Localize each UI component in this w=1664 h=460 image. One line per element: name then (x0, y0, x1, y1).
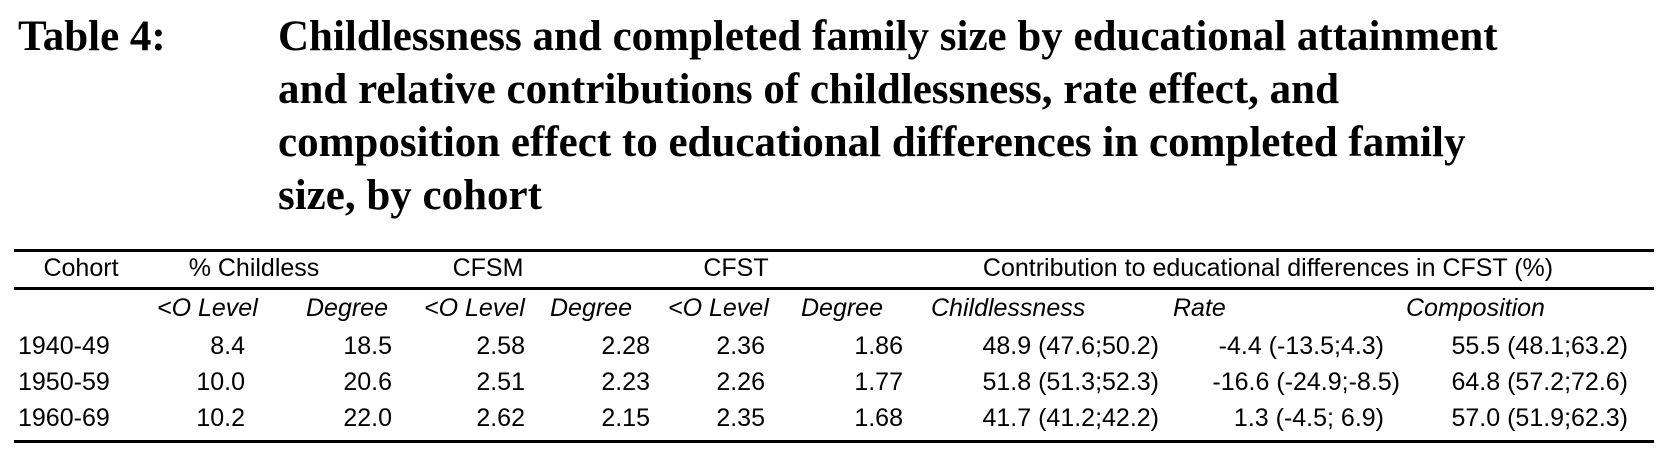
caption-line: composition effect to educational differ… (278, 119, 1466, 166)
subheader-composition: Composition (1406, 294, 1545, 322)
cell-rate: -16.6 (-24.9;-8.5) (1212, 368, 1400, 396)
cell-cohort: 1950-59 (18, 368, 110, 396)
cell-childlessness: 41.7 (41.2;42.2) (982, 404, 1159, 432)
cell-childless-olevel: 10.0 (196, 368, 245, 396)
cell-cfsm-olevel: 2.51 (476, 368, 525, 396)
header-cohort: Cohort (43, 254, 119, 282)
subheader-cfsm-degree: Degree (550, 294, 632, 322)
subheader-rate: Rate (1173, 294, 1226, 322)
table-header-rule (14, 287, 1654, 290)
cell-cfsm-degree: 2.28 (601, 332, 650, 360)
data-table: Cohort % Childless CFSM CFST Contributio… (14, 247, 1654, 447)
cell-childless-degree: 22.0 (343, 404, 392, 432)
cell-cfsm-olevel: 2.58 (476, 332, 525, 360)
cell-composition: 57.0 (51.9;62.3) (1451, 404, 1628, 432)
cell-childlessness: 51.8 (51.3;52.3) (982, 368, 1159, 396)
cell-childless-olevel: 10.2 (196, 404, 245, 432)
subheader-childlessness: Childlessness (931, 294, 1086, 322)
caption-line: size, by cohort (278, 172, 542, 219)
table-bottom-rule (14, 440, 1654, 443)
header-contribution: Contribution to educational differences … (982, 254, 1554, 282)
table-top-rule (14, 249, 1654, 252)
subheader-childless-degree: Degree (306, 294, 388, 322)
subheader-cfst-olevel: <O Level (668, 294, 769, 322)
header-cfst: CFST (703, 254, 769, 282)
cell-cfsm-degree: 2.23 (601, 368, 650, 396)
cell-childless-degree: 18.5 (343, 332, 392, 360)
cell-cfst-degree: 1.77 (854, 368, 903, 396)
header-cfsm: CFSM (452, 254, 524, 282)
caption-line: and relative contributions of childlessn… (278, 66, 1339, 113)
cell-cfsm-degree: 2.15 (601, 404, 650, 432)
cell-rate: -4.4 (-13.5;4.3) (1218, 332, 1384, 360)
subheader-cfsm-olevel: <O Level (424, 294, 525, 322)
subheader-childless-olevel: <O Level (157, 294, 258, 322)
cell-childless-olevel: 8.4 (210, 332, 245, 360)
cell-cfst-olevel: 2.35 (716, 404, 765, 432)
cell-cohort: 1940-49 (18, 332, 110, 360)
cell-cfst-olevel: 2.26 (716, 368, 765, 396)
header-childless: % Childless (188, 254, 320, 282)
cell-cfst-degree: 1.86 (854, 332, 903, 360)
subheader-cfst-degree: Degree (801, 294, 883, 322)
cell-composition: 64.8 (57.2;72.6) (1451, 368, 1628, 396)
cell-cfsm-olevel: 2.62 (476, 404, 525, 432)
cell-childless-degree: 20.6 (343, 368, 392, 396)
cell-composition: 55.5 (48.1;63.2) (1451, 332, 1628, 360)
cell-cohort: 1960-69 (18, 404, 110, 432)
cell-rate: 1.3 (-4.5; 6.9) (1233, 404, 1384, 432)
table-label: Table 4: (18, 13, 166, 60)
cell-cfst-degree: 1.68 (854, 404, 903, 432)
cell-childlessness: 48.9 (47.6;50.2) (982, 332, 1159, 360)
cell-cfst-olevel: 2.36 (716, 332, 765, 360)
caption-line: Childlessness and completed family size … (278, 13, 1498, 60)
